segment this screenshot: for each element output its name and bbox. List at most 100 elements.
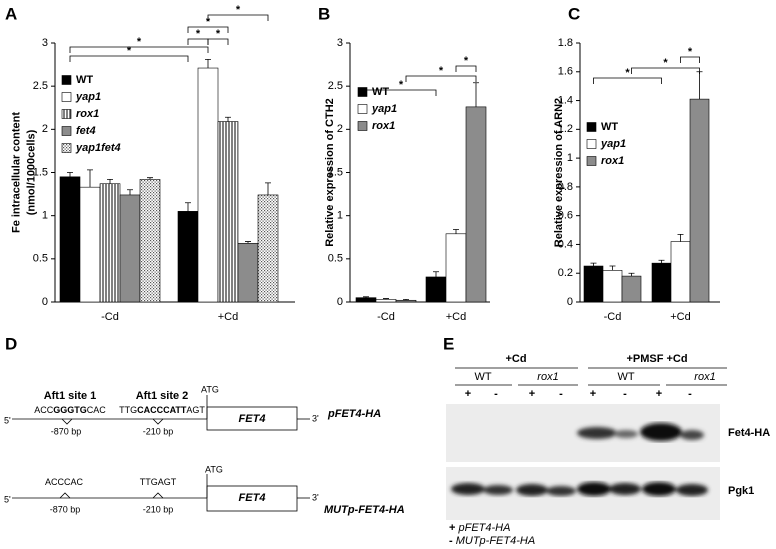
sign: -	[688, 388, 692, 400]
gene-box	[206, 485, 298, 512]
band	[577, 427, 617, 439]
blot-legend: + pFET4-HA	[449, 522, 510, 534]
legend-label: rox1	[76, 108, 99, 120]
bar	[257, 194, 279, 303]
three-prime: 3'	[312, 492, 319, 502]
error-bar	[205, 59, 211, 69]
significance-bracket	[405, 75, 477, 82]
panel-label: E	[443, 334, 454, 353]
charts: A 0 0.5 1 1.5 2 2.5 3 Fe intracellular content (n…	[5, 4, 720, 323]
bar	[197, 67, 219, 303]
site-mark	[152, 492, 164, 499]
start-codon: ATG	[201, 384, 219, 394]
y-tick-label: 0	[42, 296, 48, 308]
site-mark	[59, 492, 71, 499]
band	[546, 486, 576, 496]
y-tick-label: 1.2	[558, 123, 573, 135]
significance-label: *	[464, 55, 469, 67]
y-tick-label: 0	[567, 296, 573, 308]
y-tick-label: 1	[567, 152, 573, 164]
error-bar	[383, 298, 389, 300]
significance-label: *	[196, 28, 201, 40]
legend-label: fet4	[76, 125, 96, 137]
x-tick-label: -Cd	[101, 311, 119, 323]
bar	[79, 186, 101, 303]
significance-bracket	[207, 14, 269, 21]
significance-bracket	[593, 77, 662, 84]
seq: TTGAGT	[140, 477, 177, 487]
bar	[621, 275, 642, 303]
y-tick-label: 2.5	[33, 80, 48, 92]
promoter-diagram: D 5' Aft1 site 1 ACCGGGTGCAC -870 bp Aft…	[4, 334, 405, 515]
error-bar	[609, 265, 616, 271]
y-axis-title: Fe intracellular content	[10, 112, 22, 233]
error-bar	[245, 241, 251, 244]
legend-label: WT	[372, 86, 389, 98]
y-tick-label: 1	[42, 210, 48, 222]
error-bar	[107, 179, 113, 184]
significance-label: *	[127, 45, 132, 57]
band	[516, 484, 548, 496]
error-bar	[185, 202, 191, 212]
gene-name: FET4	[239, 492, 266, 504]
band	[642, 482, 676, 496]
error-bar	[696, 71, 703, 100]
y-tick-label: 1.8	[558, 37, 573, 49]
lane-signs: + - + - + - + -	[465, 388, 692, 400]
bands	[451, 482, 708, 496]
legend-swatch	[357, 121, 368, 131]
y-tick-label: 1	[337, 210, 343, 222]
y-tick-label: 0.2	[558, 267, 573, 279]
legend-label: yap1	[371, 103, 397, 115]
bar	[583, 265, 604, 303]
seq-core: CACCCATT	[137, 405, 187, 415]
significance-bracket	[207, 38, 229, 45]
blot-legend: - MUTp-FET4-HA	[449, 535, 535, 547]
bar	[237, 242, 259, 303]
strain: WT	[617, 371, 634, 383]
legend-swatch	[61, 109, 72, 119]
significance-bracket	[69, 55, 189, 62]
bar	[177, 211, 199, 303]
panel-label: B	[318, 4, 330, 23]
error-bar	[147, 177, 153, 180]
significance-bracket	[680, 56, 700, 63]
error-bar	[225, 116, 231, 122]
significance-label: *	[137, 36, 142, 48]
bar	[425, 276, 447, 303]
bar	[651, 262, 672, 303]
site-sequence: TTGCACCCATTAGT	[119, 405, 205, 415]
band	[680, 430, 704, 440]
panel-label: C	[568, 4, 580, 23]
bar	[119, 194, 141, 303]
y-axis-title: (nmol/1000cells)	[25, 129, 37, 215]
sign: +	[449, 522, 455, 534]
seq: ACC	[34, 405, 54, 415]
bands	[577, 423, 704, 441]
error-bar	[628, 272, 635, 277]
seq: ACCCAC	[45, 477, 84, 487]
band	[451, 483, 485, 495]
y-tick-label: 3	[337, 37, 343, 49]
seq: AGT	[186, 405, 205, 415]
y-tick-label: 0.8	[558, 181, 573, 193]
y-tick-label: 1.6	[558, 66, 573, 78]
band	[676, 484, 708, 496]
x-tick-label: -Cd	[377, 311, 395, 323]
five-prime: 5'	[4, 494, 11, 504]
legend-label: WT	[601, 121, 618, 133]
error-bar	[67, 172, 73, 177]
y-tick-label: 1.5	[33, 166, 48, 178]
y-tick-label: 2	[337, 123, 343, 135]
site-title: Aft1 site 2	[136, 390, 189, 402]
bar	[59, 176, 81, 303]
legend-swatch	[61, 92, 72, 102]
panel-label: A	[5, 4, 17, 23]
condition: +Cd	[505, 353, 526, 365]
site-position: -210 bp	[143, 504, 174, 514]
legend-swatch	[61, 75, 72, 85]
legend-label: yap1fet4	[75, 142, 121, 154]
y-tick-label: 0.5	[33, 253, 48, 265]
significance-bracket	[187, 26, 229, 33]
site-position: -870 bp	[51, 426, 82, 436]
